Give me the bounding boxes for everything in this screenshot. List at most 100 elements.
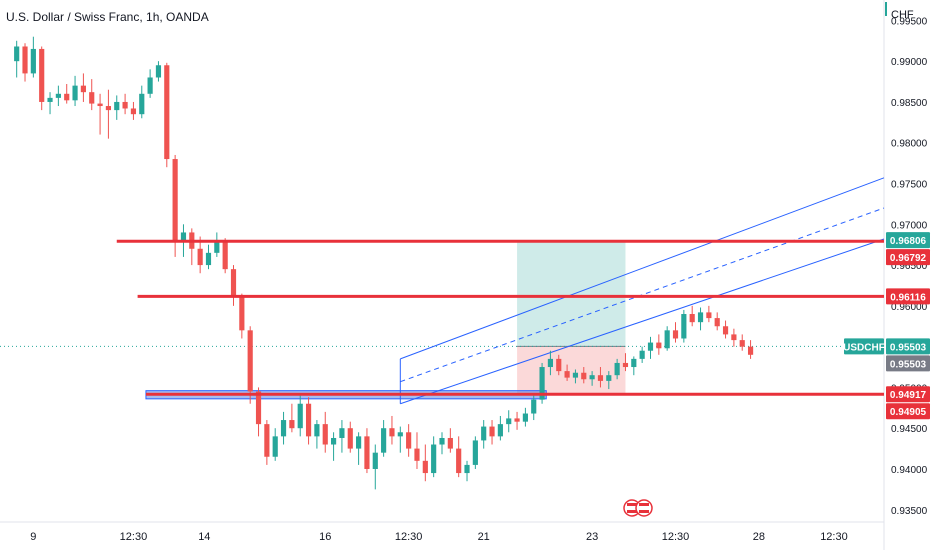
candle-body bbox=[247, 330, 253, 392]
candle-body bbox=[339, 428, 345, 438]
candle-body bbox=[372, 452, 378, 469]
candle-body bbox=[280, 420, 287, 437]
candle-body bbox=[289, 420, 295, 429]
candle-body bbox=[22, 46, 28, 74]
y-tick-label: 0.99000 bbox=[891, 57, 928, 68]
candle-body bbox=[664, 330, 670, 349]
candle-body bbox=[439, 437, 445, 445]
price-tag-text: 0.94905 bbox=[890, 407, 927, 418]
candle-body bbox=[731, 334, 737, 341]
candle-body bbox=[481, 426, 487, 441]
price-tag-last bbox=[886, 338, 930, 355]
flag-stripe bbox=[627, 503, 637, 506]
price-tag-text: 0.96792 bbox=[890, 253, 927, 264]
candle-body bbox=[514, 418, 520, 422]
y-tick-label: 0.94000 bbox=[891, 465, 928, 476]
candle-body bbox=[414, 448, 420, 461]
candle-body bbox=[255, 391, 262, 425]
candle-body bbox=[397, 432, 403, 437]
candle-body bbox=[556, 358, 562, 372]
x-tick-label: 16 bbox=[319, 531, 331, 543]
candle-body bbox=[130, 108, 137, 115]
candle-body bbox=[631, 358, 637, 368]
candle-body bbox=[64, 93, 70, 101]
candle-body bbox=[155, 65, 162, 78]
candle-body bbox=[222, 240, 228, 270]
chart-title: U.S. Dollar / Swiss Franc, 1h, OANDA bbox=[6, 10, 209, 24]
candle-body bbox=[431, 444, 437, 474]
candle-body bbox=[606, 375, 612, 381]
price-tag-level bbox=[886, 288, 930, 305]
candle-body bbox=[531, 399, 537, 414]
candle-body bbox=[80, 85, 86, 93]
candle-body bbox=[122, 101, 128, 109]
candle-body bbox=[214, 240, 220, 253]
candle-body bbox=[389, 428, 395, 437]
price-tag-text: 0.96806 bbox=[890, 236, 927, 247]
flag-stripe bbox=[627, 510, 637, 513]
candle-body bbox=[356, 436, 362, 449]
candle-body bbox=[347, 428, 353, 449]
candle-body bbox=[572, 372, 579, 378]
candle-body bbox=[14, 46, 20, 62]
price-tag-text: 0.94917 bbox=[890, 390, 927, 401]
symbol-tag-text: USDCHF bbox=[843, 342, 885, 353]
candle-body bbox=[330, 437, 337, 445]
candle-body bbox=[172, 159, 178, 241]
candle-body bbox=[72, 85, 78, 101]
candle-body bbox=[456, 448, 462, 474]
candle-body bbox=[305, 403, 312, 437]
candle-body bbox=[489, 426, 495, 437]
x-tick-label: 14 bbox=[198, 531, 210, 543]
x-tick-label: 9 bbox=[30, 531, 36, 543]
candle-body bbox=[55, 93, 61, 98]
candle-body bbox=[647, 342, 654, 351]
candle-body bbox=[522, 413, 528, 422]
candle-body bbox=[381, 428, 387, 453]
y-tick-label: 0.93500 bbox=[891, 506, 928, 517]
candle-body bbox=[30, 48, 36, 74]
candle-body bbox=[264, 424, 270, 457]
candle-body bbox=[39, 48, 45, 102]
candle-body bbox=[689, 314, 695, 323]
y-tick-label: 0.98000 bbox=[891, 139, 928, 150]
candle-body bbox=[114, 101, 120, 111]
candle-body bbox=[322, 424, 328, 445]
y-tick-label: 0.94500 bbox=[891, 424, 928, 435]
candle-body bbox=[589, 375, 595, 380]
x-tick-label: 12:30 bbox=[120, 531, 148, 543]
candle-body bbox=[656, 342, 662, 349]
stop-zone bbox=[517, 346, 626, 396]
candle-body bbox=[422, 460, 428, 474]
candle-body bbox=[406, 432, 412, 449]
price-tag-text: 0.96116 bbox=[890, 292, 926, 303]
economic-event-flag-icon[interactable] bbox=[635, 499, 653, 517]
channel-mid-line[interactable] bbox=[400, 207, 885, 383]
candle-body bbox=[581, 372, 587, 380]
x-tick-label: 28 bbox=[753, 531, 765, 543]
channel-lower-line[interactable] bbox=[400, 238, 885, 405]
y-tick-label: 0.97000 bbox=[891, 220, 928, 231]
candle-body bbox=[722, 326, 729, 335]
flag-stripe bbox=[639, 503, 649, 506]
candle-body bbox=[697, 312, 704, 323]
symbol-tag bbox=[844, 338, 884, 355]
price-tag-text: 0.95503 bbox=[890, 342, 927, 353]
candle-body bbox=[139, 93, 145, 115]
x-tick-label: 12:30 bbox=[662, 531, 690, 543]
x-tick-label: 12:30 bbox=[395, 531, 423, 543]
candle-body bbox=[597, 375, 604, 381]
candle-body bbox=[97, 103, 103, 107]
y-tick-label: 0.99500 bbox=[891, 16, 928, 27]
candle-body bbox=[314, 424, 320, 437]
channel-upper-line[interactable] bbox=[400, 177, 885, 360]
candle-body bbox=[564, 371, 570, 378]
flag-stripe bbox=[639, 510, 649, 513]
candle-body bbox=[547, 358, 554, 368]
candle-body bbox=[297, 403, 303, 429]
candle-body bbox=[239, 296, 245, 331]
candle-body bbox=[447, 437, 453, 449]
y-tick-label: 0.96500 bbox=[891, 261, 928, 272]
y-tick-label: 0.97500 bbox=[891, 180, 928, 191]
